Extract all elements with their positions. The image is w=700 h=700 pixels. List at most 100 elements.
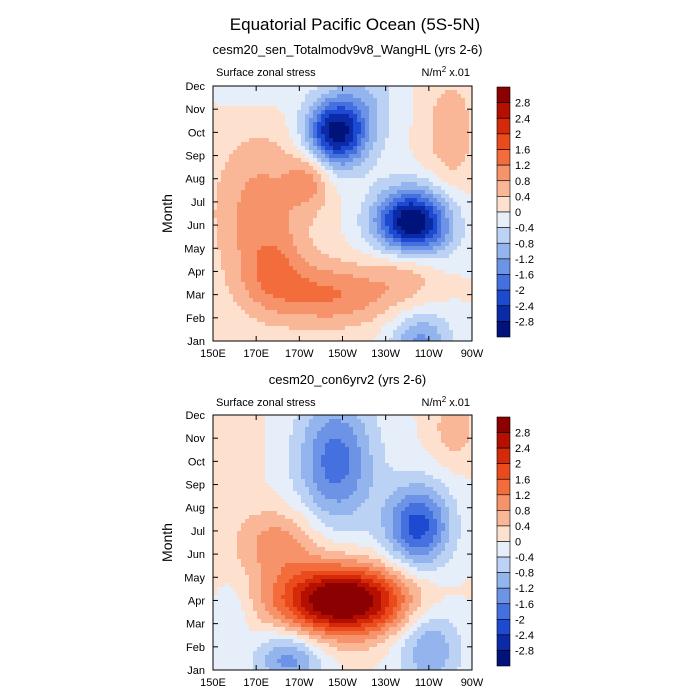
heatmap-cell (389, 250, 394, 255)
heatmap-cell (325, 310, 330, 315)
heatmap-cell (301, 302, 306, 307)
heatmap-cell (221, 238, 226, 243)
heatmap-cell (349, 134, 354, 139)
colorbar-box (496, 133, 511, 150)
heatmap-cell (229, 306, 234, 311)
heatmap-cell (269, 334, 274, 339)
heatmap-cell (333, 194, 338, 199)
heatmap-cell (297, 250, 302, 255)
heatmap-cell (429, 250, 434, 255)
heatmap-cell (273, 206, 278, 211)
heatmap-cell (397, 282, 402, 287)
heatmap-cell (429, 122, 434, 127)
heatmap-cell (273, 166, 278, 171)
heatmap-cell (241, 282, 246, 287)
heatmap-cell (317, 182, 322, 187)
heatmap-cell (321, 278, 326, 283)
heatmap-cell (285, 459, 290, 464)
heatmap-cell (345, 106, 350, 111)
heatmap-cell (293, 106, 298, 111)
heatmap-cell (337, 166, 342, 171)
heatmap-cell (253, 262, 258, 267)
heatmap-cell (341, 306, 346, 311)
heatmap-cell (397, 98, 402, 103)
heatmap-cell (365, 138, 370, 143)
heatmap-cell (349, 94, 354, 99)
heatmap-cell (465, 419, 470, 424)
heatmap-cell (213, 334, 218, 339)
heatmap-cell (453, 246, 458, 251)
heatmap-cell (297, 194, 302, 199)
heatmap-cell (345, 334, 350, 339)
heatmap-cell (361, 162, 366, 167)
heatmap-cell (381, 146, 386, 151)
heatmap-cell (401, 262, 406, 267)
heatmap-cell (469, 447, 473, 452)
heatmap-cell (301, 419, 306, 424)
heatmap-cell (405, 338, 410, 342)
heatmap-cell (261, 210, 266, 215)
heatmap-cell (433, 338, 438, 342)
heatmap-cell (353, 427, 358, 432)
heatmap-cell (301, 198, 306, 203)
heatmap-cell (417, 150, 422, 155)
heatmap-cell (389, 118, 394, 123)
heatmap-cell (309, 443, 314, 448)
heatmap-cell (329, 298, 334, 303)
heatmap-cell (229, 326, 234, 331)
heatmap-cell (325, 142, 330, 147)
heatmap-cell (381, 130, 386, 135)
heatmap-cell (429, 298, 434, 303)
heatmap-cell (441, 310, 446, 315)
heatmap-cell (445, 170, 450, 175)
heatmap-cell (433, 431, 438, 436)
heatmap-cell (225, 310, 230, 315)
heatmap-cell (229, 146, 234, 151)
heatmap-cell (325, 451, 330, 456)
heatmap-cell (377, 134, 382, 139)
heatmap-cell (269, 250, 274, 255)
heatmap-cell (441, 166, 446, 171)
heatmap-cell (309, 274, 314, 279)
heatmap-cell (329, 306, 334, 311)
heatmap-cell (289, 222, 294, 227)
heatmap-cell (313, 158, 318, 163)
heatmap-cell (445, 270, 450, 275)
heatmap-cell (345, 270, 350, 275)
heatmap-cell (229, 419, 234, 424)
heatmap-cell (273, 459, 278, 464)
heatmap-cell (465, 102, 470, 107)
heatmap-cell (309, 270, 314, 275)
heatmap-cell (361, 90, 366, 95)
heatmap-cell (421, 246, 426, 251)
heatmap-cell (329, 90, 334, 95)
heatmap-cell (313, 242, 318, 247)
heatmap-cell (337, 250, 342, 255)
heatmap-cell (265, 314, 270, 319)
heatmap-cell (457, 318, 462, 323)
heatmap-cell (301, 290, 306, 295)
colorbar-label: -1.2 (515, 254, 534, 266)
heatmap-cell (433, 142, 438, 147)
heatmap-cell (345, 455, 350, 460)
heatmap-cell (397, 174, 402, 179)
heatmap-cell (217, 298, 222, 303)
heatmap-cell (437, 226, 442, 231)
heatmap-cell (393, 138, 398, 143)
heatmap-cell (333, 455, 338, 460)
heatmap-cell (257, 218, 262, 223)
heatmap-cell (465, 330, 470, 335)
heatmap-cell (261, 459, 266, 464)
heatmap-cell (225, 455, 230, 460)
heatmap-cell (241, 90, 246, 95)
heatmap-cell (385, 238, 390, 243)
heatmap-cell (285, 298, 290, 303)
heatmap-cell (377, 174, 382, 179)
heatmap-cell (393, 106, 398, 111)
heatmap-cell (285, 423, 290, 428)
heatmap-cell (325, 182, 330, 187)
heatmap-cell (257, 158, 262, 163)
heatmap-cell (329, 158, 334, 163)
heatmap-cell (277, 98, 282, 103)
heatmap-cell (317, 162, 322, 167)
